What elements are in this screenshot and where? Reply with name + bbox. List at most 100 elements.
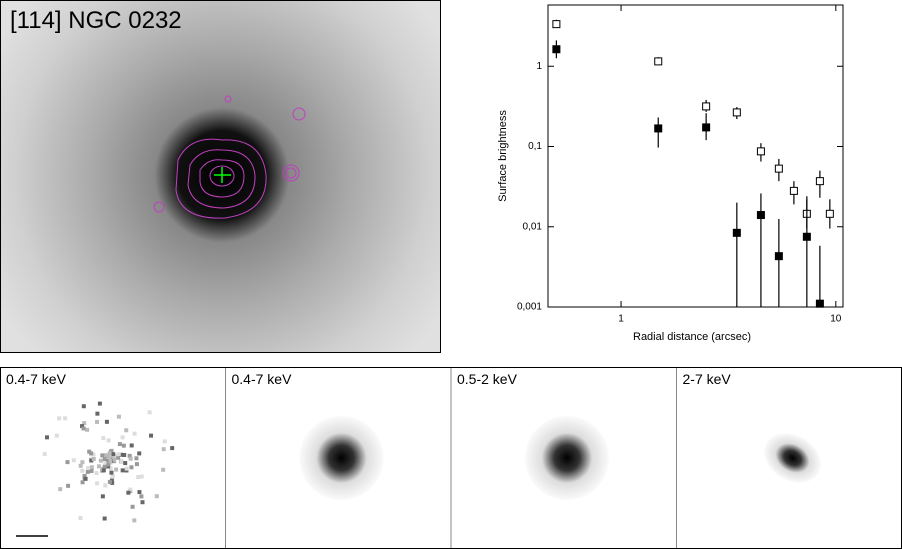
photon <box>121 443 126 448</box>
photon <box>66 483 71 488</box>
photon <box>161 467 166 472</box>
photon <box>44 435 49 440</box>
photon <box>95 481 100 486</box>
photon <box>122 452 127 457</box>
photon <box>128 456 133 461</box>
data-point <box>815 177 824 186</box>
data-point <box>756 147 765 156</box>
photon <box>108 459 113 464</box>
photon <box>114 467 119 472</box>
photon <box>57 416 62 421</box>
x-tick-label: 1 <box>618 314 624 325</box>
photon <box>130 504 135 509</box>
data-point <box>552 45 561 54</box>
contours <box>153 95 306 219</box>
photon <box>129 443 134 448</box>
photon <box>78 463 83 468</box>
photon <box>137 490 142 495</box>
photon <box>89 468 94 473</box>
photon <box>80 424 85 429</box>
photon <box>140 500 145 505</box>
photon <box>82 473 87 478</box>
photon <box>102 516 107 521</box>
photon <box>117 442 122 447</box>
photon <box>80 460 85 465</box>
photon <box>82 421 87 426</box>
photon <box>54 433 59 438</box>
photon <box>119 452 124 457</box>
panel-label: 0.4-7 keV <box>232 371 293 387</box>
photon <box>132 431 137 436</box>
y-tick-label: 0,001 <box>517 302 542 313</box>
photon <box>103 483 108 488</box>
galaxy-image <box>0 0 441 353</box>
data-point <box>802 232 811 241</box>
data-point <box>774 252 783 261</box>
photon <box>134 462 139 467</box>
data-point <box>702 102 711 111</box>
photon <box>85 427 90 432</box>
photon <box>111 452 116 457</box>
panel-label: 0.5-2 keV <box>457 371 518 387</box>
photon <box>98 458 103 463</box>
photon <box>123 461 128 466</box>
photon <box>89 451 94 456</box>
photon <box>137 451 142 456</box>
image-title: [114] NGC 0232 <box>10 7 182 34</box>
center-cross <box>214 167 231 183</box>
photon <box>65 460 70 465</box>
photon <box>134 456 139 461</box>
y-tick-label: 1 <box>536 61 542 72</box>
photon <box>42 452 47 457</box>
photon <box>139 474 144 479</box>
data-point <box>815 299 824 308</box>
photon <box>129 465 134 470</box>
data-point <box>825 209 834 218</box>
photon <box>81 404 86 409</box>
data-point <box>702 123 711 132</box>
data-point <box>789 186 798 195</box>
photon <box>136 474 141 479</box>
data-point <box>774 164 783 173</box>
photon <box>63 416 68 421</box>
photon <box>120 435 125 440</box>
photon <box>139 494 144 499</box>
photon <box>86 466 91 471</box>
photon <box>170 446 175 451</box>
photon <box>149 433 154 438</box>
photon <box>81 426 86 431</box>
photon <box>161 447 166 452</box>
photon <box>95 411 100 416</box>
photon <box>116 414 121 419</box>
photon <box>85 469 90 474</box>
photon <box>107 451 112 456</box>
photon <box>106 438 111 443</box>
photon <box>91 452 96 457</box>
photon <box>94 471 99 476</box>
photon <box>96 464 101 469</box>
photon <box>78 515 83 520</box>
y-axis-label: Surface brightness <box>497 110 509 202</box>
photon <box>103 453 108 458</box>
photon <box>103 461 108 466</box>
photon <box>132 518 137 523</box>
photon <box>116 452 121 457</box>
photon <box>102 465 107 470</box>
photon <box>83 476 88 481</box>
photon <box>127 453 132 458</box>
photon <box>107 479 112 484</box>
photon <box>80 468 85 473</box>
photon <box>100 453 105 458</box>
photon <box>120 468 125 473</box>
photon <box>147 410 152 415</box>
photon <box>100 494 105 499</box>
data-point <box>552 20 561 29</box>
photon <box>119 460 124 465</box>
photon <box>154 494 159 499</box>
photon <box>104 419 109 424</box>
data-point <box>732 108 741 117</box>
photon <box>58 487 63 492</box>
photon <box>89 458 94 463</box>
data-point <box>756 211 765 220</box>
